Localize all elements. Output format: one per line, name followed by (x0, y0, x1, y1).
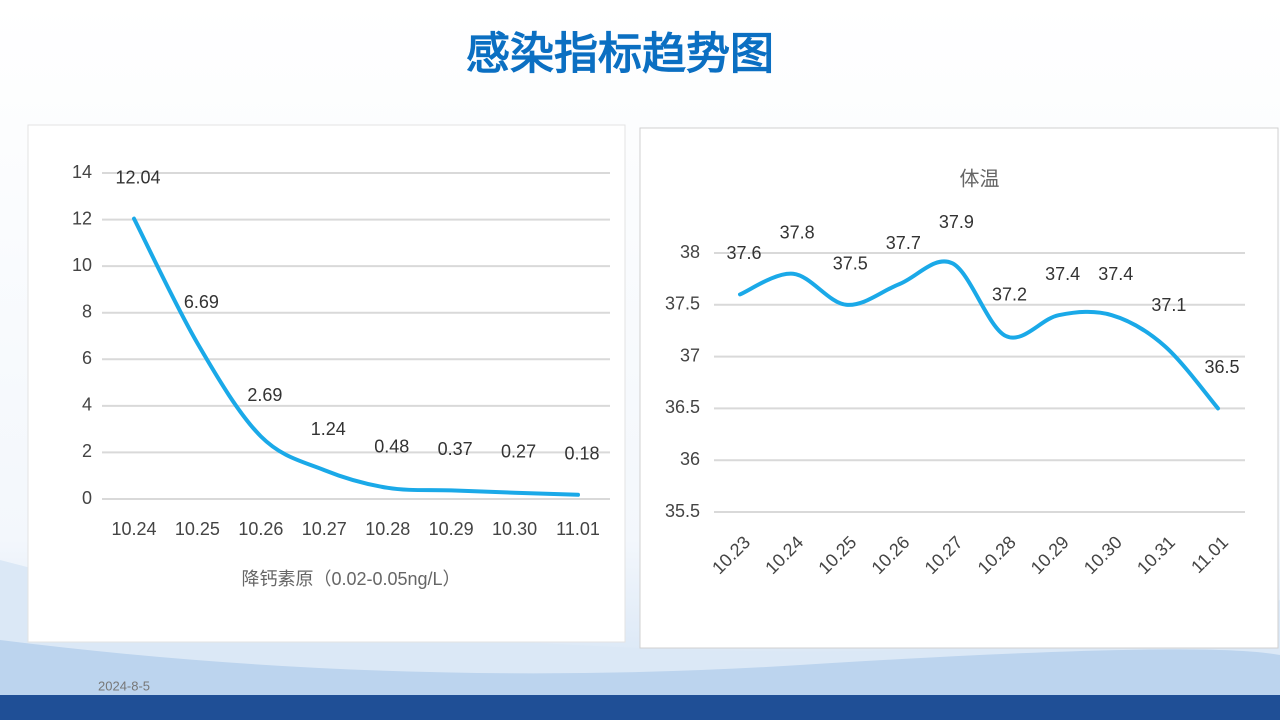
y-tick-label: 37 (680, 345, 700, 365)
data-label: 37.8 (780, 222, 815, 242)
y-tick-label: 8 (82, 301, 92, 321)
data-label: 37.9 (939, 212, 974, 232)
data-label: 12.04 (115, 167, 160, 187)
data-label: 37.1 (1151, 295, 1186, 315)
y-tick-label: 4 (82, 395, 92, 415)
y-tick-label: 10 (72, 255, 92, 275)
y-tick-label: 2 (82, 441, 92, 461)
chart: 0 2 4 6 8 10 12 14 10.24 10.25 10.26 10.27 10.28 10.2… (72, 162, 610, 589)
data-label: 37.4 (1098, 264, 1133, 284)
y-tick-label: 6 (82, 348, 92, 368)
x-tick-label: 10.28 (365, 519, 410, 539)
y-tick-label: 36.5 (665, 397, 700, 417)
y-tick-label: 37.5 (665, 294, 700, 314)
data-label: 37.2 (992, 285, 1027, 305)
y-tick-label: 35.5 (665, 501, 700, 521)
footer-bar (0, 695, 1280, 720)
data-label: 2.69 (247, 385, 282, 405)
data-label: 36.5 (1204, 357, 1239, 377)
y-tick-label: 36 (680, 449, 700, 469)
date: 2024-8-5 (98, 678, 150, 693)
data-label: 37.6 (726, 243, 761, 263)
x-tick-label: 10.24 (111, 519, 156, 539)
data-label: 37.5 (833, 254, 868, 274)
slide-title: 感染指标趋势图 (466, 30, 774, 79)
data-label: 0.18 (564, 444, 599, 464)
data-line (132, 216, 580, 497)
data-label: 6.69 (184, 292, 219, 312)
y-tick-label: 12 (72, 208, 92, 228)
y-tick-label: 14 (72, 162, 92, 182)
x-tick-label: 10.29 (429, 519, 474, 539)
x-axis-label: 降钙素原（0.02-0.05ng/L） (241, 569, 460, 589)
x-tick-label: 10.27 (302, 519, 347, 539)
y-tick-label: 0 (82, 488, 92, 508)
chart-title: 体温 (960, 167, 1000, 190)
chart-panel (639, 127, 1279, 649)
x-tick-label: 10.25 (175, 519, 220, 539)
data-label: 37.4 (1045, 264, 1080, 284)
x-tick-label: 10.26 (238, 519, 283, 539)
data-line (738, 259, 1220, 411)
data-label: 37.7 (886, 233, 921, 253)
x-tick-label: 11.01 (556, 519, 600, 539)
y-tick-label: 38 (680, 242, 700, 262)
data-label: 0.27 (501, 441, 536, 461)
chart-panel (27, 124, 626, 643)
data-label: 0.37 (438, 439, 473, 459)
data-label: 1.24 (311, 419, 346, 439)
x-tick-label: 10.30 (492, 519, 537, 539)
data-label: 0.48 (374, 437, 409, 457)
